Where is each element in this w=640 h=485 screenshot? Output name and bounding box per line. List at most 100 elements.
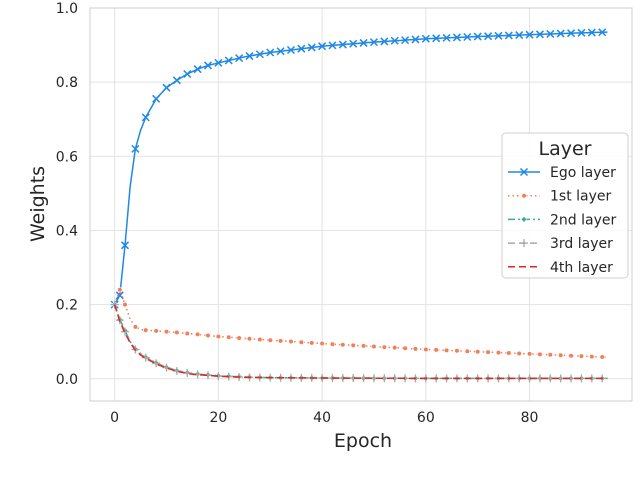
data-point: [162, 83, 171, 92]
series-line: [113, 304, 608, 380]
marker-stroke: [452, 33, 461, 42]
marker-stroke: [401, 36, 410, 45]
legend-box: [501, 132, 629, 279]
marker-stroke: [411, 35, 420, 44]
marker-stroke: [390, 36, 399, 45]
marker-stroke: [152, 94, 161, 103]
data-point: [421, 34, 430, 43]
y-tick-label: 0.0: [56, 372, 78, 388]
data-point: [578, 353, 585, 359]
marker-stroke: [359, 38, 368, 47]
ticks: 0 20 40 60 80 0.0 0.2 0.4 0.6 0.8 1.0: [56, 1, 539, 426]
data-point: [298, 339, 304, 345]
data-point: [278, 338, 284, 344]
data-point: [432, 34, 441, 43]
data-point: [205, 332, 211, 339]
data-point: [141, 353, 150, 362]
y-axis-title: Weights: [27, 166, 49, 242]
marker-stroke: [172, 76, 181, 85]
data-point: [174, 329, 180, 336]
series-5: [113, 304, 608, 380]
data-point: [464, 348, 470, 354]
data-point: [117, 287, 123, 293]
data-point: [267, 337, 273, 343]
data-point: [556, 29, 565, 38]
data-point: [340, 342, 346, 348]
data-point: [245, 52, 254, 61]
data-point: [401, 36, 410, 45]
data-point: [494, 31, 503, 40]
marker-stroke: [120, 241, 130, 250]
data-point: [203, 61, 213, 70]
marker-stroke: [235, 54, 244, 63]
legend-entry: 1st layer: [508, 189, 612, 205]
data-point: [319, 340, 325, 347]
legend-entry: 2nd layer: [508, 212, 616, 228]
data-point: [442, 33, 451, 42]
marker-stroke: [276, 47, 285, 56]
data-point: [515, 31, 524, 40]
data-point: [122, 302, 128, 308]
data-point: [276, 47, 285, 56]
data-point: [359, 38, 368, 47]
data-point: [599, 354, 605, 360]
series-layer: [110, 28, 608, 383]
y-tick-label: 0.8: [56, 75, 78, 91]
data-point: [235, 54, 244, 63]
data-point: [475, 349, 481, 355]
data-point: [349, 39, 358, 48]
data-point: [143, 327, 149, 333]
legend-label: 1st layer: [550, 189, 612, 205]
data-point: [163, 329, 170, 335]
legend-marker: [520, 239, 528, 248]
data-point: [369, 38, 378, 47]
data-point: [485, 349, 491, 355]
data-point: [506, 350, 512, 356]
data-point: [558, 352, 564, 358]
data-point: [454, 348, 460, 354]
marker-stroke: [587, 28, 596, 37]
marker-stroke: [349, 39, 358, 48]
data-point: [535, 30, 544, 39]
data-point: [288, 338, 294, 345]
data-point: [411, 35, 420, 44]
data-point: [121, 327, 130, 336]
data-point: [141, 113, 150, 122]
y-tick-label: 0.2: [56, 298, 78, 314]
data-point: [587, 28, 596, 37]
data-point: [452, 33, 461, 42]
data-point: [516, 350, 522, 357]
x-tick-label: 0: [110, 410, 119, 426]
data-point: [598, 28, 607, 37]
marker-stroke: [432, 34, 441, 43]
data-point: [328, 41, 337, 50]
data-point: [195, 331, 201, 338]
data-point: [433, 347, 439, 353]
x-tick-label: 40: [313, 410, 331, 426]
y-tick-label: 0.4: [56, 223, 78, 239]
series-line: [113, 304, 608, 380]
x-axis-title: Epoch: [334, 430, 392, 452]
legend-label: Ego layer: [550, 165, 616, 181]
marker-stroke: [519, 167, 529, 177]
marker-stroke: [131, 144, 140, 153]
data-point: [172, 76, 181, 85]
marker-stroke: [115, 291, 124, 300]
marker-stroke: [473, 32, 482, 41]
series-3: [111, 301, 608, 382]
marker-stroke: [162, 83, 171, 92]
data-point: [392, 345, 398, 351]
legend-label: 3rd layer: [550, 236, 613, 252]
legend-entry: 4th layer: [508, 260, 613, 276]
data-point: [153, 328, 159, 334]
data-point: [307, 43, 316, 52]
y-tick-label: 1.0: [56, 1, 78, 17]
marker-stroke: [255, 50, 264, 59]
data-point: [309, 340, 315, 346]
data-point: [546, 29, 555, 38]
marker-stroke: [266, 48, 275, 57]
marker-stroke: [297, 44, 306, 53]
marker-stroke: [183, 69, 192, 79]
y-tick-label: 0.6: [56, 149, 78, 165]
data-point: [423, 346, 429, 353]
